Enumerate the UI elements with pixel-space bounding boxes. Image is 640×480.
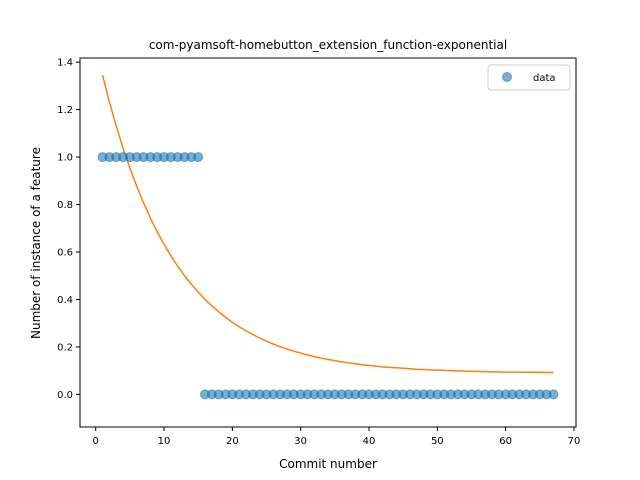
x-tick-label: 60 bbox=[499, 436, 512, 447]
data-point bbox=[193, 152, 204, 163]
y-tick-label: 1.2 bbox=[57, 105, 73, 116]
legend-box bbox=[487, 64, 571, 91]
legend: data bbox=[487, 64, 571, 91]
plot-area bbox=[97, 75, 559, 400]
axes-frame bbox=[79, 57, 577, 428]
data-point bbox=[548, 389, 559, 400]
y-tick-label: 0.0 bbox=[57, 390, 73, 401]
y-axis-title: Number of instance of a feature bbox=[29, 147, 43, 339]
x-tick-label: 0 bbox=[93, 436, 99, 447]
y-tick-label: 0.6 bbox=[57, 247, 73, 258]
x-axis-title: Commit number bbox=[279, 457, 377, 471]
y-tick-label: 0.2 bbox=[57, 342, 73, 353]
x-tick-label: 70 bbox=[568, 436, 581, 447]
y-tick-label: 0.4 bbox=[57, 295, 73, 306]
y-tick-label: 1.4 bbox=[57, 58, 73, 69]
x-axis-ticks: 0 10 20 30 40 50 60 70 bbox=[93, 427, 581, 447]
x-tick-label: 50 bbox=[431, 436, 444, 447]
x-tick-label: 40 bbox=[363, 436, 376, 447]
y-tick-label: 1.0 bbox=[57, 153, 73, 164]
x-tick-label: 30 bbox=[294, 436, 307, 447]
y-tick-label: 0.8 bbox=[57, 200, 73, 211]
legend-marker-data bbox=[502, 72, 512, 82]
fit-line bbox=[101, 75, 554, 374]
chart-title: com-pyamsoft-homebutton_extension_functi… bbox=[149, 38, 507, 52]
x-tick-label: 10 bbox=[158, 436, 171, 447]
x-tick-label: 20 bbox=[226, 436, 239, 447]
legend-label-data: data bbox=[533, 73, 556, 84]
y-axis-ticks: 0.0 0.2 0.4 0.6 0.8 1.0 1.2 1.4 bbox=[57, 58, 80, 401]
